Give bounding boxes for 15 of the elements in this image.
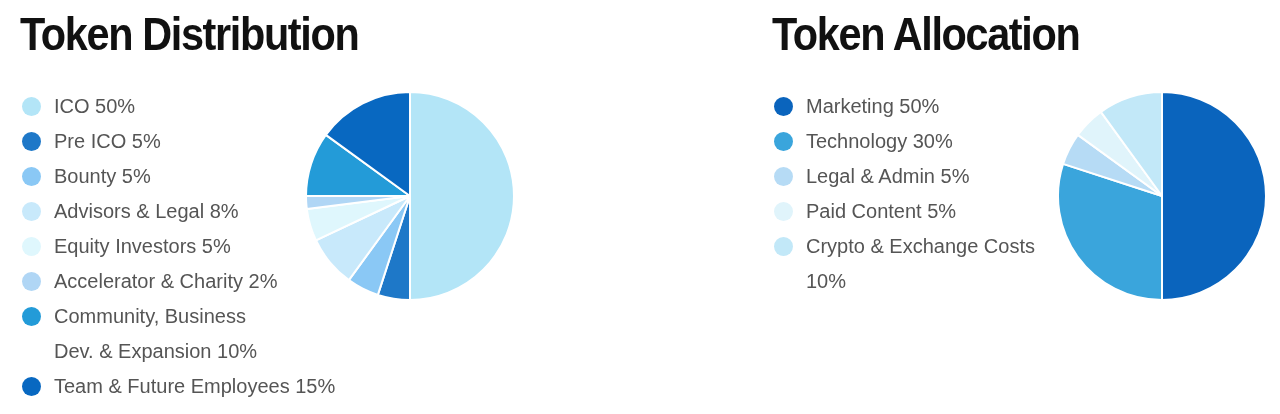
- legend-label: Pre ICO 5%: [54, 130, 161, 152]
- legend-label: Legal & Admin 5%: [806, 165, 970, 187]
- legend-label: Paid Content 5%: [806, 200, 957, 222]
- legend-label: Marketing 50%: [806, 95, 940, 117]
- legend-label: Equity Investors 5%: [54, 235, 231, 257]
- chart-title: Token Distribution: [20, 7, 360, 62]
- legend-label: Accelerator & Charity 2%: [54, 270, 278, 292]
- legend-label: Advisors & Legal 8%: [54, 200, 239, 222]
- legend-label: ICO 50%: [54, 95, 136, 117]
- legend-label: Crypto & Exchange Costs 10%: [806, 235, 1035, 292]
- legend-label: Team & Future Employees 15%: [54, 375, 336, 397]
- legend-label: Technology 30%: [806, 130, 953, 152]
- chart-title: Token Allocation: [772, 7, 1081, 62]
- legend-label: Community, Business Dev. & Expansion 10%: [54, 305, 258, 362]
- legend-label: Bounty 5%: [54, 165, 151, 187]
